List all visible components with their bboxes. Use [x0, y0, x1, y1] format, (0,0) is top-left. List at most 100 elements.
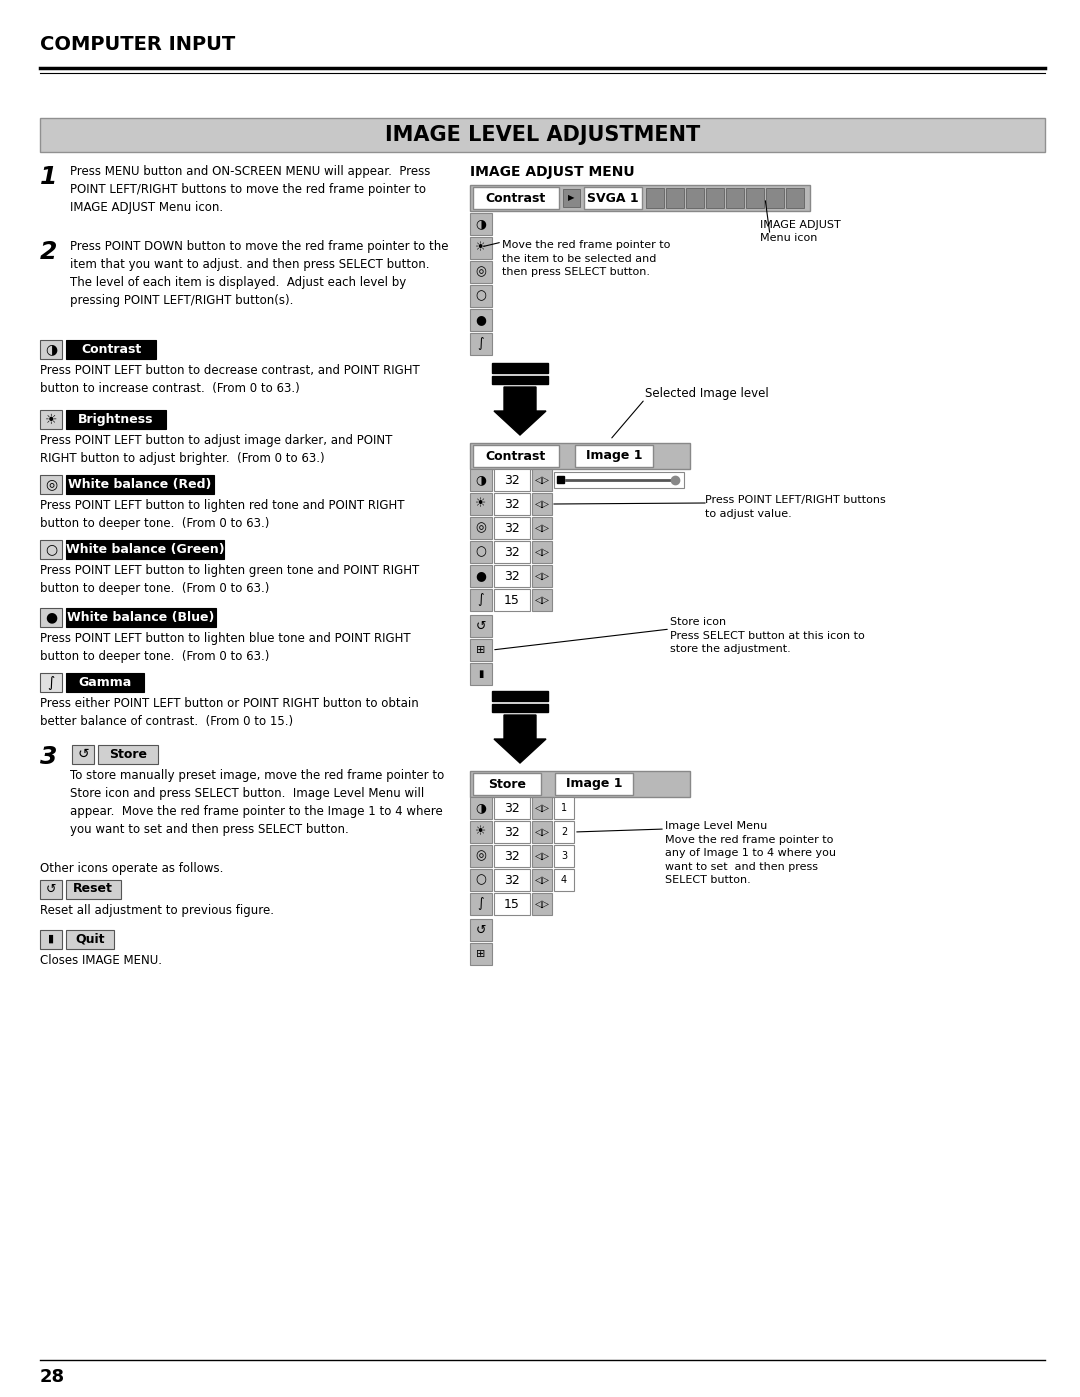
Bar: [532, 821, 552, 842]
Text: ○: ○: [475, 289, 486, 303]
Text: COMPUTER INPUT: COMPUTER INPUT: [40, 35, 235, 54]
Bar: [494, 845, 530, 868]
Bar: [494, 893, 530, 915]
Text: ◎: ◎: [475, 849, 486, 862]
Bar: [473, 773, 541, 795]
Bar: [470, 638, 492, 661]
Text: Store icon
Press SELECT button at this icon to
store the adjustment.: Store icon Press SELECT button at this i…: [670, 617, 865, 654]
Bar: [532, 893, 552, 915]
Text: Store: Store: [488, 778, 526, 791]
Text: ●: ●: [475, 570, 486, 583]
Bar: [492, 704, 548, 712]
Text: ◑: ◑: [475, 474, 486, 486]
Bar: [726, 189, 744, 208]
Bar: [686, 189, 704, 208]
Text: ◁▷: ◁▷: [535, 499, 550, 509]
Text: ▮: ▮: [478, 669, 484, 679]
Bar: [706, 189, 724, 208]
Text: IMAGE ADJUST MENU: IMAGE ADJUST MENU: [470, 165, 635, 179]
Text: 32: 32: [504, 826, 519, 838]
FancyArrow shape: [494, 715, 546, 763]
Text: Press either POINT LEFT button or POINT RIGHT button to obtain
better balance of: Press either POINT LEFT button or POINT …: [40, 697, 419, 728]
Text: Store: Store: [109, 747, 147, 760]
Text: 32: 32: [504, 849, 519, 862]
Bar: [470, 798, 492, 819]
Bar: [98, 745, 158, 764]
Bar: [470, 893, 492, 915]
Bar: [532, 541, 552, 563]
Bar: [66, 673, 144, 692]
Text: Press POINT LEFT/RIGHT buttons
to adjust value.: Press POINT LEFT/RIGHT buttons to adjust…: [705, 495, 886, 518]
Bar: [66, 608, 216, 627]
Bar: [554, 798, 573, 819]
Text: Press POINT LEFT button to lighten blue tone and POINT RIGHT
button to deeper to: Press POINT LEFT button to lighten blue …: [40, 631, 410, 664]
Text: Selected Image level: Selected Image level: [645, 387, 769, 400]
Bar: [532, 493, 552, 515]
Bar: [494, 517, 530, 539]
Text: Contrast: Contrast: [81, 344, 141, 356]
Bar: [532, 798, 552, 819]
Text: ↺: ↺: [77, 747, 89, 761]
Text: 1: 1: [561, 803, 567, 813]
Bar: [40, 880, 62, 900]
Bar: [470, 184, 810, 211]
Text: 32: 32: [504, 570, 519, 583]
Text: ○: ○: [45, 542, 57, 556]
Bar: [470, 845, 492, 868]
Bar: [470, 564, 492, 587]
Bar: [66, 409, 166, 429]
Bar: [66, 475, 214, 495]
Bar: [473, 446, 559, 467]
Bar: [66, 541, 224, 559]
Bar: [470, 332, 492, 355]
Text: ●: ●: [45, 610, 57, 624]
Text: 2: 2: [561, 827, 567, 837]
Bar: [494, 493, 530, 515]
Text: ☀: ☀: [475, 826, 487, 838]
Bar: [557, 476, 564, 483]
Bar: [470, 869, 492, 891]
Bar: [494, 469, 530, 490]
Text: ▮: ▮: [48, 935, 54, 944]
Bar: [554, 869, 573, 891]
Text: 15: 15: [504, 594, 519, 606]
Text: White balance (Red): White balance (Red): [68, 478, 212, 490]
Text: Contrast: Contrast: [486, 450, 546, 462]
Text: Press MENU button and ON-SCREEN MENU will appear.  Press
POINT LEFT/RIGHT button: Press MENU button and ON-SCREEN MENU wil…: [70, 165, 430, 214]
Bar: [584, 187, 642, 210]
Text: ●: ●: [475, 313, 486, 327]
Text: 4: 4: [561, 875, 567, 886]
Text: Press POINT LEFT button to lighten green tone and POINT RIGHT
button to deeper t: Press POINT LEFT button to lighten green…: [40, 564, 419, 595]
Text: Other icons operate as follows.: Other icons operate as follows.: [40, 862, 224, 875]
Text: Closes IMAGE MENU.: Closes IMAGE MENU.: [40, 954, 162, 967]
Bar: [40, 673, 62, 692]
Bar: [532, 517, 552, 539]
Bar: [766, 189, 784, 208]
Text: ◁▷: ◁▷: [535, 548, 550, 557]
Text: 1: 1: [40, 165, 57, 189]
Text: White balance (Blue): White balance (Blue): [67, 610, 215, 624]
Bar: [563, 189, 580, 207]
Bar: [470, 943, 492, 965]
Bar: [40, 117, 1045, 152]
Bar: [470, 285, 492, 307]
Bar: [494, 798, 530, 819]
Text: ∫: ∫: [48, 676, 55, 690]
Text: 32: 32: [504, 521, 519, 535]
Text: ⊞: ⊞: [476, 645, 486, 655]
Text: Reset all adjustment to previous figure.: Reset all adjustment to previous figure.: [40, 904, 274, 916]
Bar: [494, 590, 530, 610]
Bar: [494, 821, 530, 842]
Text: ○: ○: [475, 545, 486, 559]
Bar: [72, 745, 94, 764]
Text: IMAGE LEVEL ADJUSTMENT: IMAGE LEVEL ADJUSTMENT: [384, 124, 700, 145]
Bar: [473, 187, 559, 210]
Bar: [470, 821, 492, 842]
Text: ☀: ☀: [475, 497, 487, 510]
Text: ◁▷: ◁▷: [535, 522, 550, 534]
Bar: [532, 564, 552, 587]
Text: 32: 32: [504, 873, 519, 887]
Bar: [554, 845, 573, 868]
Bar: [494, 869, 530, 891]
Text: ∫: ∫: [477, 338, 484, 351]
